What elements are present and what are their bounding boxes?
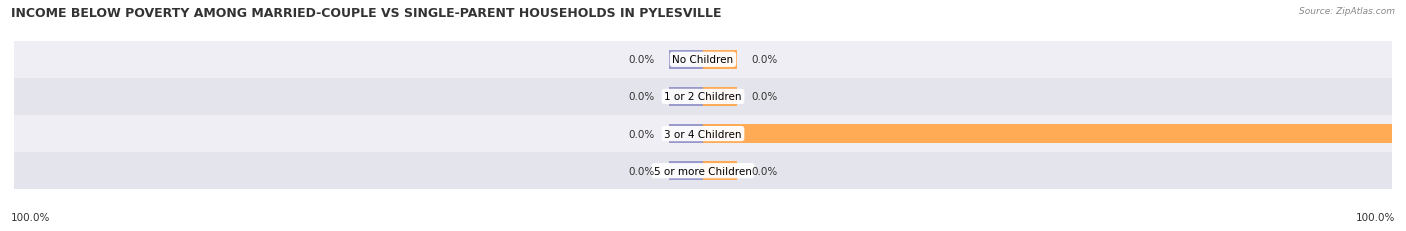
Bar [14,116,1392,152]
Text: 100.0%: 100.0% [11,212,51,222]
Text: 100.0%: 100.0% [1355,212,1395,222]
Bar [703,124,1392,144]
Bar [703,161,738,181]
Text: 1 or 2 Children: 1 or 2 Children [664,92,742,102]
Bar [14,79,1392,116]
Text: 0.0%: 0.0% [628,166,655,176]
Text: 5 or more Children: 5 or more Children [654,166,752,176]
Bar [14,152,1392,189]
Bar [14,42,1392,79]
Text: 3 or 4 Children: 3 or 4 Children [664,129,742,139]
Text: 0.0%: 0.0% [628,92,655,102]
Text: 0.0%: 0.0% [628,129,655,139]
Bar [703,50,738,70]
Text: No Children: No Children [672,55,734,65]
Text: INCOME BELOW POVERTY AMONG MARRIED-COUPLE VS SINGLE-PARENT HOUSEHOLDS IN PYLESVI: INCOME BELOW POVERTY AMONG MARRIED-COUPL… [11,7,721,20]
Bar [669,87,703,107]
Bar [669,50,703,70]
Text: 0.0%: 0.0% [751,55,778,65]
Bar [669,161,703,181]
Bar [703,87,738,107]
Text: 0.0%: 0.0% [751,166,778,176]
Text: 0.0%: 0.0% [628,55,655,65]
Text: 0.0%: 0.0% [751,92,778,102]
Bar [669,124,703,144]
Text: Source: ZipAtlas.com: Source: ZipAtlas.com [1299,7,1395,16]
